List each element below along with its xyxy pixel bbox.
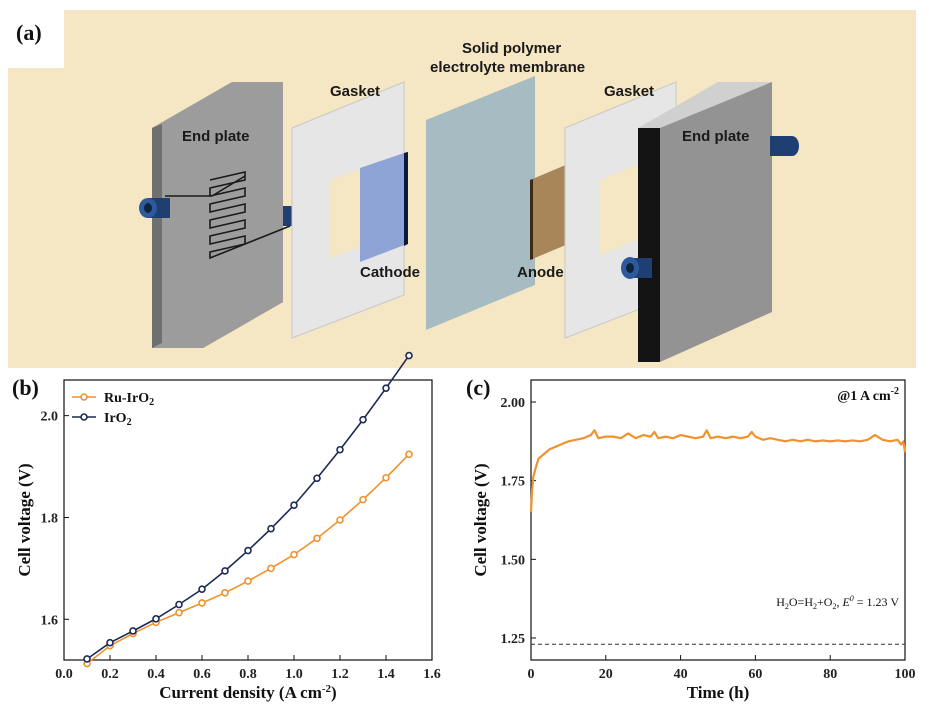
data-point — [359, 495, 367, 504]
anode-label: Anode — [517, 264, 564, 281]
membrane-label-line1: Solid polymer — [462, 40, 561, 57]
data-point — [290, 550, 298, 559]
data-point — [198, 585, 206, 594]
data-point — [175, 600, 183, 609]
x-tick-label: 0.2 — [101, 667, 119, 682]
data-point — [198, 599, 206, 607]
data-point — [336, 516, 344, 524]
data-point — [83, 655, 91, 663]
y-tick-label: 1.8 — [41, 511, 59, 526]
panel-a-letter: (a) — [16, 20, 42, 45]
data-point — [267, 564, 275, 573]
data-point — [221, 588, 229, 597]
membrane — [426, 76, 535, 330]
pipe-right-bottom — [621, 257, 652, 279]
chart-b-ylabel: Cell voltage (V) — [15, 463, 34, 576]
y-tick-label: 2.0 — [41, 410, 59, 425]
flow-field-serpentine — [165, 170, 291, 260]
end-plate-left-label: End plate — [182, 128, 250, 145]
y-tick-label: 1.75 — [501, 475, 526, 490]
legend-marker — [80, 413, 88, 421]
legend-label: Ru-IrO2 — [104, 391, 154, 408]
chart-c-reference-label: H2O=H2+O2, E0 = 1.23 V — [776, 594, 899, 611]
legend-marker — [80, 393, 88, 401]
series-line — [529, 429, 907, 513]
chart-b-ticks: 0.0 0.2 0.4 0.6 0.8 1.0 1.2 1.4 1.6 1.6 1.8 2.0 — [41, 410, 441, 682]
y-tick-label: 1.6 — [41, 613, 59, 628]
data-point — [382, 473, 390, 482]
gasket-right-label: Gasket — [604, 83, 654, 100]
x-tick-label: 0.8 — [239, 667, 257, 682]
end-plate-right — [638, 82, 773, 362]
y-tick-label: 2.00 — [501, 396, 526, 411]
panel-b-letter: (b) — [12, 375, 39, 400]
cathode-label: Cathode — [360, 264, 420, 281]
chart-c-ylabel: Cell voltage (V) — [471, 463, 490, 576]
panel-b: (b) 0.0 0.2 0.4 0.6 0.8 1.0 1.2 1.4 1.6 1.6 1.8 2.0… — [12, 351, 441, 702]
data-point — [244, 546, 252, 555]
legend-label: IrO2 — [104, 411, 132, 428]
panel-a: (a) End plate Gasket — [8, 10, 916, 368]
x-tick-label: 60 — [748, 667, 762, 682]
data-point — [405, 351, 413, 360]
data-point — [313, 534, 321, 543]
chart-c-ticks: 0 20 40 60 80 100 1.25 1.50 1.75 2.00 — [501, 396, 916, 682]
x-tick-label: 20 — [599, 667, 613, 682]
panel-c: (c) 0 20 40 60 80 100 1.25 1.50 1.75 2.00 @1 A cm… — [466, 375, 916, 702]
x-tick-label: 1.0 — [285, 667, 303, 682]
x-tick-label: 0 — [528, 667, 535, 682]
x-tick-label: 0.0 — [55, 667, 73, 682]
data-point — [313, 474, 321, 483]
chart-b-xlabel: Current density (A cm-2) — [159, 683, 336, 702]
x-tick-label: 1.6 — [423, 667, 441, 682]
end-plate-left-face — [152, 82, 283, 348]
data-point — [405, 450, 413, 459]
data-point — [106, 638, 114, 647]
x-tick-label: 100 — [895, 667, 916, 682]
data-point — [244, 577, 252, 585]
data-point — [290, 501, 298, 510]
chart-c-xlabel: Time (h) — [687, 683, 750, 702]
data-point — [175, 608, 183, 617]
chart-c-series — [529, 429, 907, 513]
x-tick-label: 1.2 — [331, 667, 349, 682]
y-tick-label: 1.50 — [501, 553, 526, 568]
data-point — [267, 524, 275, 533]
panel-a-letter-box — [8, 10, 64, 68]
data-point — [221, 567, 229, 575]
cathode — [360, 152, 408, 262]
membrane-label-line2: electrolyte membrane — [430, 59, 585, 76]
data-point — [382, 384, 390, 392]
data-point — [336, 445, 344, 454]
x-tick-label: 80 — [823, 667, 837, 682]
x-tick-label: 40 — [674, 667, 688, 682]
x-tick-label: 0.4 — [147, 667, 165, 682]
y-tick-label: 1.25 — [501, 632, 526, 647]
x-tick-label: 1.4 — [377, 667, 395, 682]
data-point — [129, 627, 137, 635]
data-point — [359, 415, 367, 424]
chart-c-annotation: @1 A cm-2 — [837, 386, 899, 404]
chart-c-frame — [530, 379, 906, 661]
end-plate-left-edge — [152, 124, 162, 348]
panel-c-letter: (c) — [466, 375, 490, 400]
chart-b-legend: Ru-IrO2 IrO2 — [72, 391, 154, 428]
end-plate-right-label: End plate — [682, 128, 750, 145]
anode — [530, 164, 568, 260]
data-point — [152, 614, 160, 623]
chart-b-series — [83, 351, 413, 668]
gasket-left-label: Gasket — [330, 83, 380, 100]
end-plate-left — [152, 82, 291, 348]
x-tick-label: 0.6 — [193, 667, 211, 682]
pipe-right-top — [770, 136, 799, 156]
